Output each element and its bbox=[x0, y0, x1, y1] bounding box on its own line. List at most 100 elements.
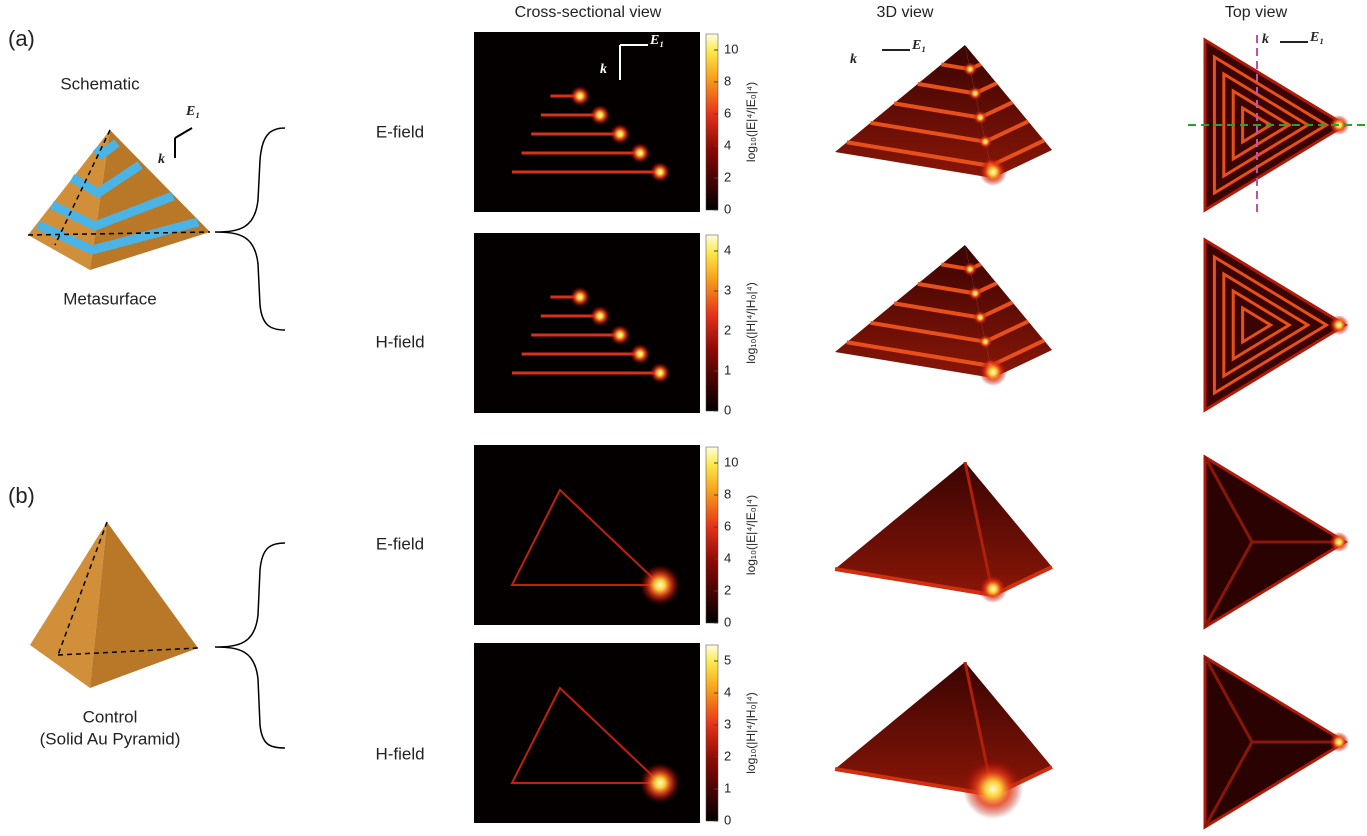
hot-spot bbox=[979, 158, 1007, 186]
hot-spot bbox=[973, 110, 988, 125]
field-label: E-field bbox=[376, 534, 424, 553]
hot-spot bbox=[963, 262, 978, 277]
colorbar-label: log₁₀(|H|⁴/|H₀|⁴) bbox=[744, 692, 758, 773]
e1-label: E₁ bbox=[649, 33, 664, 48]
field-edge bbox=[1203, 656, 1254, 743]
colorbar-tick-label: 2 bbox=[724, 748, 731, 763]
colorbar bbox=[705, 644, 719, 822]
pyramid-3d bbox=[834, 461, 1053, 603]
schematic-label: Schematic bbox=[60, 74, 140, 93]
hot-spot bbox=[630, 344, 650, 364]
schematic-pyramid bbox=[27, 127, 211, 270]
colorbar-tick-label: 8 bbox=[724, 486, 731, 501]
panel-label: (a) bbox=[8, 26, 35, 51]
cross-section-map bbox=[474, 643, 700, 823]
colorbar-tick-label: 2 bbox=[724, 582, 731, 597]
hot-spot bbox=[979, 358, 1007, 386]
cross-section-map bbox=[474, 32, 700, 212]
field-label: E-field bbox=[376, 122, 424, 141]
k-label: k bbox=[158, 152, 165, 167]
hot-spot bbox=[963, 759, 1023, 819]
pyramid-3d bbox=[835, 45, 1052, 186]
colorbar-tick-label: 2 bbox=[724, 322, 731, 337]
pyramid-3d bbox=[834, 661, 1053, 819]
hot-spot bbox=[650, 162, 670, 182]
hot-spot bbox=[1329, 732, 1349, 752]
hot-spot bbox=[978, 134, 993, 149]
hot-spot bbox=[630, 143, 650, 163]
top-view bbox=[1203, 454, 1349, 630]
pyramid-edge bbox=[963, 461, 995, 596]
pyramid-face bbox=[835, 462, 993, 595]
column-header: Cross-sectional view bbox=[515, 4, 662, 21]
map-background bbox=[474, 233, 700, 413]
colorbar-tick-label: 5 bbox=[724, 652, 731, 667]
colorbar-label: log₁₀(|E|⁴/|E₀|⁴) bbox=[744, 82, 758, 162]
colorbar-tick-label: 6 bbox=[724, 518, 731, 533]
colorbar-tick-label: 0 bbox=[724, 201, 731, 216]
hot-spot bbox=[968, 286, 983, 301]
colorbar-tick-label: 6 bbox=[724, 105, 731, 120]
pyramid-face bbox=[835, 45, 993, 178]
hot-spot bbox=[1329, 532, 1349, 552]
colorbar-label: log₁₀(|E|⁴/|E₀|⁴) bbox=[744, 495, 758, 575]
hot-spot bbox=[640, 565, 680, 605]
field-label: H-field bbox=[375, 744, 424, 763]
pyramid-face bbox=[835, 245, 993, 378]
colorbar-tick-label: 0 bbox=[724, 402, 731, 417]
top-view bbox=[1203, 654, 1349, 830]
colorbar-tick-label: 1 bbox=[724, 362, 731, 377]
e1-label: E₁ bbox=[911, 38, 926, 53]
colorbar-tick-label: 3 bbox=[724, 716, 731, 731]
colorbar bbox=[705, 446, 719, 624]
field-label: H-field bbox=[375, 332, 424, 351]
hot-spot bbox=[1329, 315, 1349, 335]
cross-section-map bbox=[474, 445, 700, 625]
map-background bbox=[474, 32, 700, 212]
bracket bbox=[214, 127, 286, 749]
field-edge bbox=[1203, 456, 1254, 543]
hot-spot bbox=[590, 105, 610, 125]
top-view bbox=[1203, 237, 1349, 413]
colorbar bbox=[705, 33, 719, 211]
control-pyramid bbox=[30, 521, 199, 688]
hot-spot bbox=[650, 363, 670, 383]
hot-spot bbox=[979, 575, 1007, 603]
hot-spot bbox=[610, 124, 630, 144]
hot-spot bbox=[978, 334, 993, 349]
field-ring bbox=[1241, 305, 1274, 345]
k-label: k bbox=[600, 62, 607, 77]
field-ring bbox=[1212, 254, 1330, 396]
column-header: 3D view bbox=[877, 4, 934, 21]
colorbar-tick-label: 3 bbox=[724, 282, 731, 297]
cross-section-map bbox=[474, 233, 700, 413]
control-sublabel: (Solid Au Pyramid) bbox=[40, 729, 181, 748]
hot-spot bbox=[570, 86, 590, 106]
column-header: Top view bbox=[1225, 4, 1288, 21]
e1-label: E₁ bbox=[1309, 30, 1324, 45]
e1-label: E₁ bbox=[185, 104, 200, 119]
pyramid-face bbox=[835, 662, 993, 795]
hot-spot bbox=[590, 306, 610, 326]
colorbar-tick-label: 4 bbox=[724, 684, 731, 699]
colorbar-tick-label: 0 bbox=[724, 812, 731, 827]
field-edge bbox=[1203, 741, 1254, 828]
schematic-label: Metasurface bbox=[63, 289, 157, 308]
hot-spot bbox=[968, 86, 983, 101]
pyramid-outline bbox=[510, 488, 663, 586]
colorbar-tick-label: 10 bbox=[724, 41, 738, 56]
hot-spot bbox=[973, 310, 988, 325]
colorbar-tick-label: 4 bbox=[724, 550, 731, 565]
colorbar-tick-label: 4 bbox=[724, 242, 731, 257]
control-label: Control bbox=[83, 707, 138, 726]
panel-label: (b) bbox=[8, 483, 35, 508]
hot-spot bbox=[570, 287, 590, 307]
pyramid-outline bbox=[510, 686, 663, 784]
k-label: k bbox=[1262, 32, 1269, 47]
colorbar-tick-label: 1 bbox=[724, 780, 731, 795]
colorbar-tick-label: 0 bbox=[724, 614, 731, 629]
field-ring bbox=[1231, 288, 1293, 362]
field-ring bbox=[1222, 71, 1311, 179]
colorbar-tick-label: 2 bbox=[724, 169, 731, 184]
